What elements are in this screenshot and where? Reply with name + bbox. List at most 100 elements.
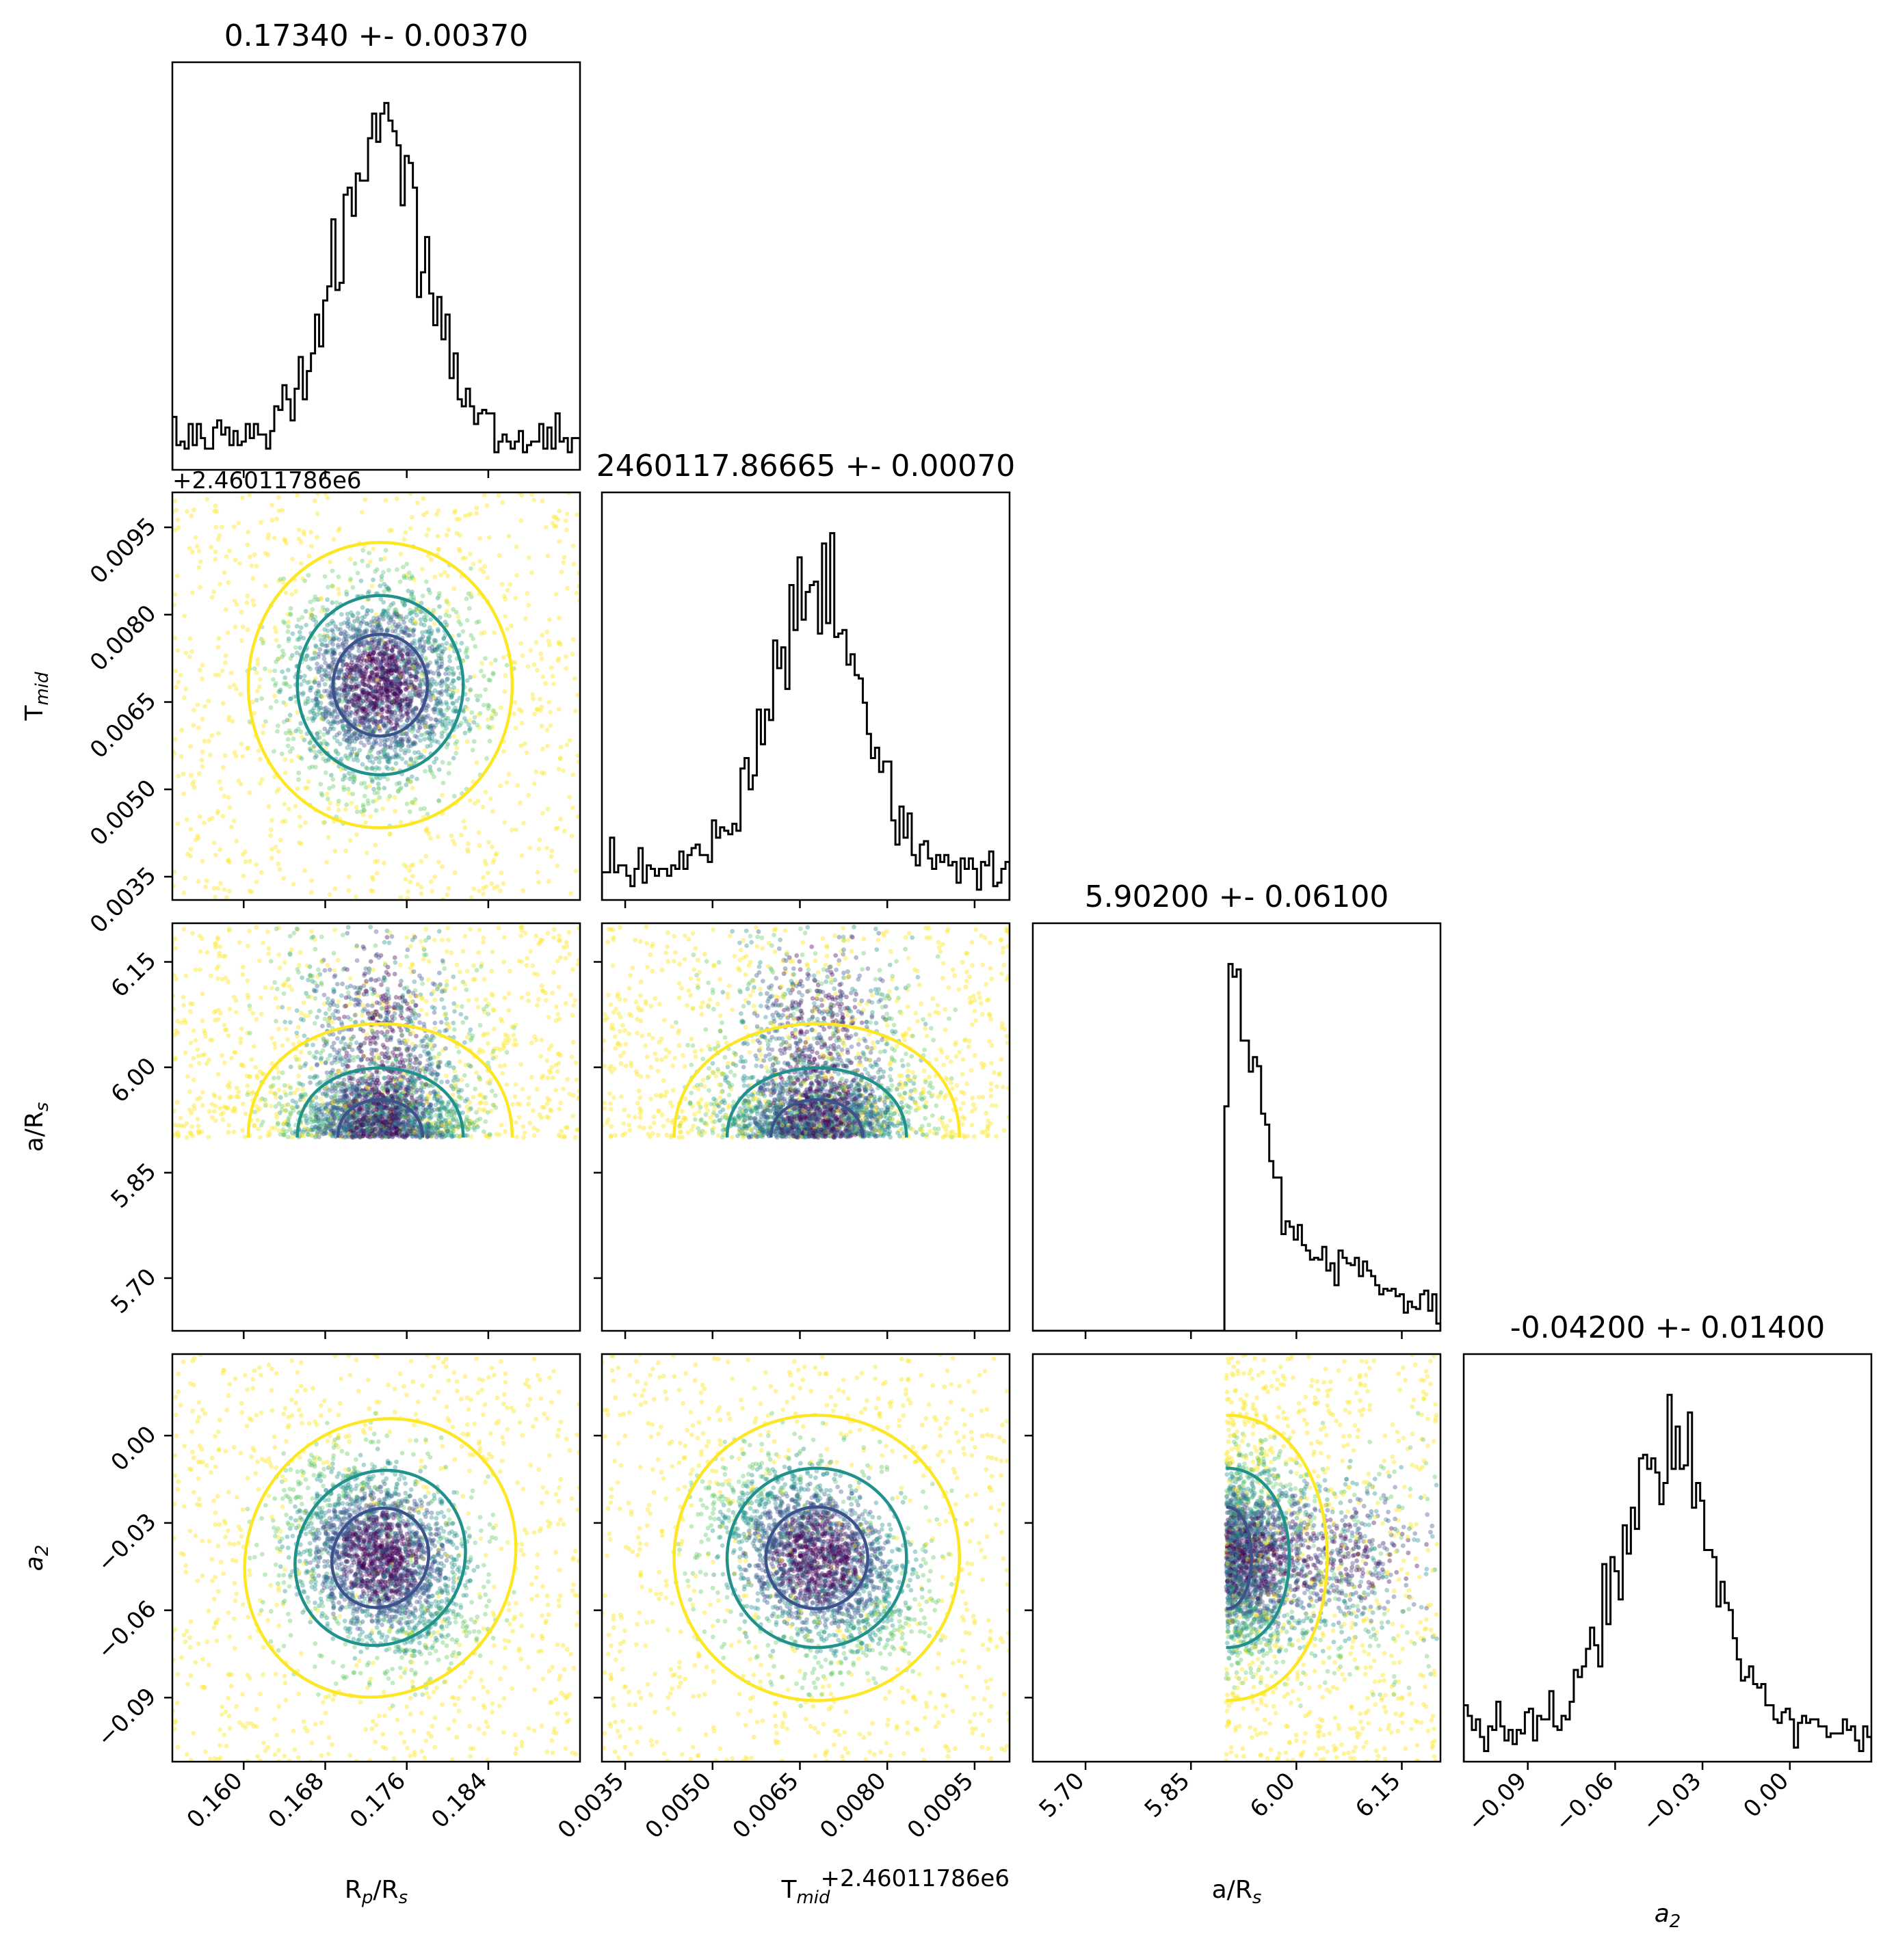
- sample-point: [346, 699, 352, 704]
- sample-point: [353, 704, 358, 709]
- sample-point: [428, 716, 434, 721]
- sample-point: [375, 1104, 380, 1109]
- sample-point: [394, 1116, 399, 1121]
- sample-point: [433, 1091, 438, 1097]
- sample-point: [345, 745, 350, 750]
- sample-point: [419, 1109, 423, 1115]
- sample-point: [414, 670, 419, 674]
- sample-point: [394, 681, 399, 687]
- sample-point: [464, 968, 470, 974]
- sample-point: [291, 882, 296, 887]
- sample-point: [320, 642, 325, 648]
- sample-point: [335, 1036, 340, 1041]
- sample-point: [362, 1118, 367, 1123]
- sample-point: [369, 652, 375, 658]
- sample-point: [330, 710, 335, 715]
- sample-point: [369, 657, 375, 661]
- sample-point: [355, 658, 360, 663]
- sample-point: [377, 706, 382, 712]
- sample-point: [241, 1063, 246, 1068]
- sample-point: [196, 1128, 201, 1133]
- sample-point: [182, 613, 187, 618]
- sample-point: [366, 1115, 371, 1121]
- sample-point: [395, 700, 401, 706]
- sample-point: [363, 726, 368, 731]
- sample-point: [384, 1046, 390, 1051]
- sample-point: [297, 815, 302, 819]
- sample-point: [369, 1011, 374, 1016]
- sample-point: [376, 641, 381, 646]
- sample-point: [291, 736, 296, 741]
- sample-point: [272, 1045, 278, 1050]
- sample-point: [273, 844, 278, 849]
- sample-point: [452, 1069, 458, 1074]
- sample-point: [315, 1112, 319, 1117]
- sample-point: [220, 668, 225, 674]
- sample-point: [377, 1122, 382, 1127]
- sample-point: [364, 665, 369, 670]
- sample-point: [385, 1050, 390, 1055]
- sample-point: [394, 1125, 399, 1130]
- sample-point: [307, 1074, 313, 1080]
- sample-point: [311, 1104, 317, 1109]
- sample-point: [407, 1113, 412, 1119]
- sample-point: [439, 1120, 444, 1126]
- sample-point: [435, 596, 440, 600]
- sample-point: [481, 875, 486, 880]
- sample-point: [410, 609, 415, 614]
- sample-point: [404, 1133, 409, 1139]
- sample-point: [276, 578, 281, 583]
- sample-point: [326, 758, 331, 763]
- sample-point: [469, 1134, 473, 1139]
- sample-point: [414, 1122, 419, 1127]
- sample-point: [348, 1090, 353, 1096]
- sample-point: [399, 785, 404, 791]
- sample-point: [399, 652, 404, 657]
- sample-point: [330, 636, 336, 641]
- sample-point: [408, 654, 414, 659]
- sample-point: [389, 740, 395, 745]
- sample-point: [468, 566, 473, 571]
- sample-point: [396, 1085, 401, 1089]
- sample-point: [450, 700, 455, 706]
- sample-point: [369, 1115, 374, 1120]
- sample-point: [373, 1089, 378, 1094]
- sample-point: [396, 717, 401, 721]
- sample-point: [417, 686, 423, 691]
- sample-point: [378, 1125, 383, 1130]
- sample-point: [396, 666, 401, 672]
- sample-point: [451, 672, 456, 677]
- sample-point: [466, 591, 471, 596]
- sample-point: [410, 708, 415, 713]
- sample-point: [330, 998, 335, 1003]
- sample-point: [435, 533, 440, 539]
- sample-point: [179, 754, 184, 759]
- sample-point: [244, 600, 250, 605]
- sample-point: [246, 745, 251, 751]
- sample-point: [523, 616, 528, 622]
- sample-point: [486, 724, 490, 729]
- sample-point: [354, 805, 359, 810]
- sample-point: [215, 537, 221, 542]
- sample-point: [398, 712, 404, 717]
- sample-point: [405, 1115, 410, 1121]
- sample-point: [395, 717, 399, 723]
- sample-point: [386, 670, 391, 674]
- sample-point: [384, 708, 389, 714]
- sample-point: [321, 1101, 326, 1107]
- sample-point: [341, 723, 345, 728]
- sample-point: [386, 673, 391, 678]
- sample-point: [344, 661, 350, 667]
- sample-point: [571, 561, 577, 567]
- sample-point: [319, 674, 324, 678]
- sample-point: [295, 1034, 300, 1039]
- sample-point: [305, 716, 311, 721]
- sample-point: [412, 667, 417, 673]
- sample-point: [308, 657, 314, 661]
- sample-point: [339, 1039, 344, 1045]
- sample-point: [482, 977, 487, 982]
- sample-point: [326, 1020, 331, 1025]
- sample-point: [386, 1005, 392, 1009]
- sample-point: [564, 944, 570, 949]
- sample-point: [398, 624, 404, 629]
